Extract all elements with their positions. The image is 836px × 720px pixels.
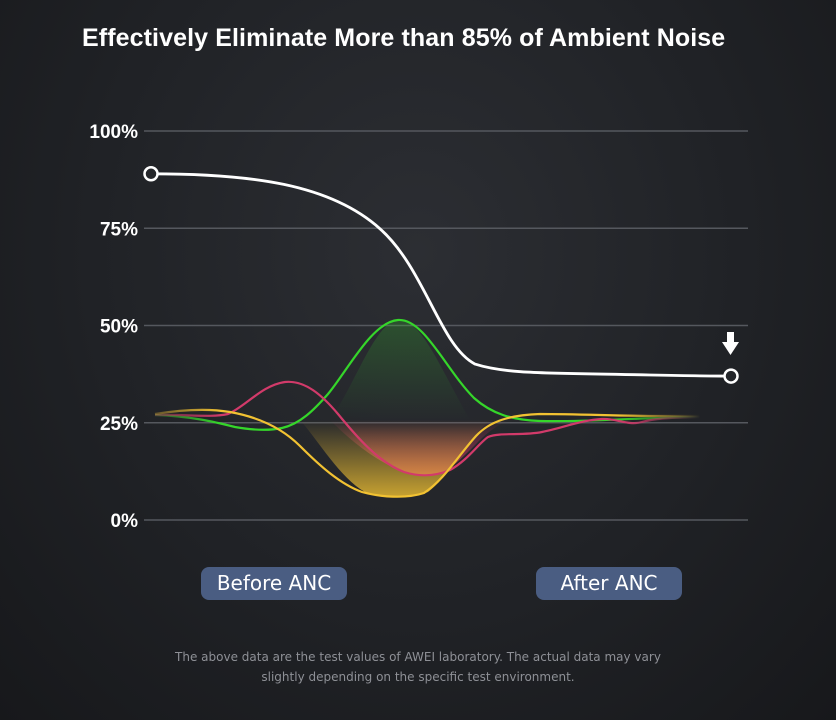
y-tick-label: 50% — [100, 317, 138, 338]
footnote-line-1: The above data are the test values of AW… — [175, 650, 661, 664]
y-tick-label: 100% — [89, 122, 138, 143]
chart-title: Effectively Eliminate More than 85% of A… — [82, 24, 726, 52]
before-anc-label: Before ANC — [201, 567, 347, 600]
y-axis-tick-labels: 100% 75% 50% 25% 0% — [89, 122, 138, 532]
footnote: The above data are the test values of AW… — [140, 647, 696, 687]
yellow-wave-line — [154, 408, 700, 498]
footnote-line-2: slightly depending on the specific test … — [261, 670, 575, 684]
after-anc-point — [723, 368, 739, 384]
before-anc-point — [143, 166, 159, 182]
y-tick-label: 25% — [100, 414, 138, 435]
y-tick-label: 0% — [111, 511, 139, 532]
y-tick-label: 75% — [100, 219, 138, 240]
down-arrow-icon — [722, 332, 739, 355]
pink-wave-line — [154, 380, 701, 477]
ambient-noise-line — [149, 172, 733, 378]
after-anc-label: After ANC — [536, 567, 682, 600]
green-wave-fill — [330, 319, 470, 420]
yellow-wave-fill — [300, 420, 490, 498]
